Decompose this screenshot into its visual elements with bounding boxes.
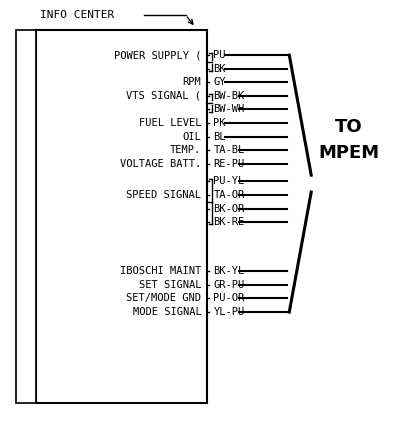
Text: BK-YL: BK-YL: [213, 266, 245, 276]
Text: POWER SUPPLY (: POWER SUPPLY (: [114, 50, 201, 60]
Text: GR-PU: GR-PU: [213, 280, 245, 290]
Text: MPEM: MPEM: [318, 144, 380, 162]
Bar: [36, 30, 207, 403]
Text: PU-OR: PU-OR: [213, 293, 245, 304]
Text: BL: BL: [213, 131, 226, 142]
Text: IBOSCHI MAINT: IBOSCHI MAINT: [120, 266, 201, 276]
Text: GY: GY: [213, 77, 226, 87]
Text: YL-PU: YL-PU: [213, 307, 245, 317]
Text: BK-RE: BK-RE: [213, 217, 245, 227]
Text: TEMP.: TEMP.: [170, 145, 201, 155]
Text: RPM: RPM: [183, 77, 201, 87]
Text: INFO CENTER: INFO CENTER: [40, 10, 114, 20]
Text: BW-WH: BW-WH: [213, 104, 245, 114]
Text: SPEED SIGNAL: SPEED SIGNAL: [126, 190, 201, 200]
Text: RE-PU: RE-PU: [213, 159, 245, 169]
Text: MODE SIGNAL: MODE SIGNAL: [133, 307, 201, 317]
Text: FUEL LEVEL: FUEL LEVEL: [139, 118, 201, 128]
Text: SET/MODE GND: SET/MODE GND: [126, 293, 201, 304]
Text: SET SIGNAL: SET SIGNAL: [139, 280, 201, 290]
Text: VOLTAGE BATT.: VOLTAGE BATT.: [120, 159, 201, 169]
Text: VTS SIGNAL (: VTS SIGNAL (: [126, 91, 201, 101]
Text: PK: PK: [213, 118, 226, 128]
Text: PU: PU: [213, 50, 226, 60]
Text: TO: TO: [335, 118, 363, 136]
Text: PU-YL: PU-YL: [213, 176, 245, 187]
Bar: [16, 30, 36, 403]
Text: BK: BK: [213, 64, 226, 74]
Text: BK-OR: BK-OR: [213, 204, 245, 214]
Text: TA-OR: TA-OR: [213, 190, 245, 200]
Text: BW-BK: BW-BK: [213, 91, 245, 101]
Text: TA-BL: TA-BL: [213, 145, 245, 155]
Text: OIL: OIL: [183, 131, 201, 142]
